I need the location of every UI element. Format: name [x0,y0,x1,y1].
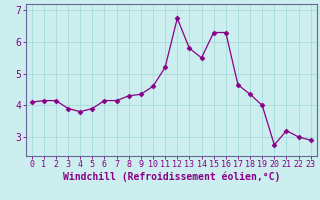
X-axis label: Windchill (Refroidissement éolien,°C): Windchill (Refroidissement éolien,°C) [62,172,280,182]
